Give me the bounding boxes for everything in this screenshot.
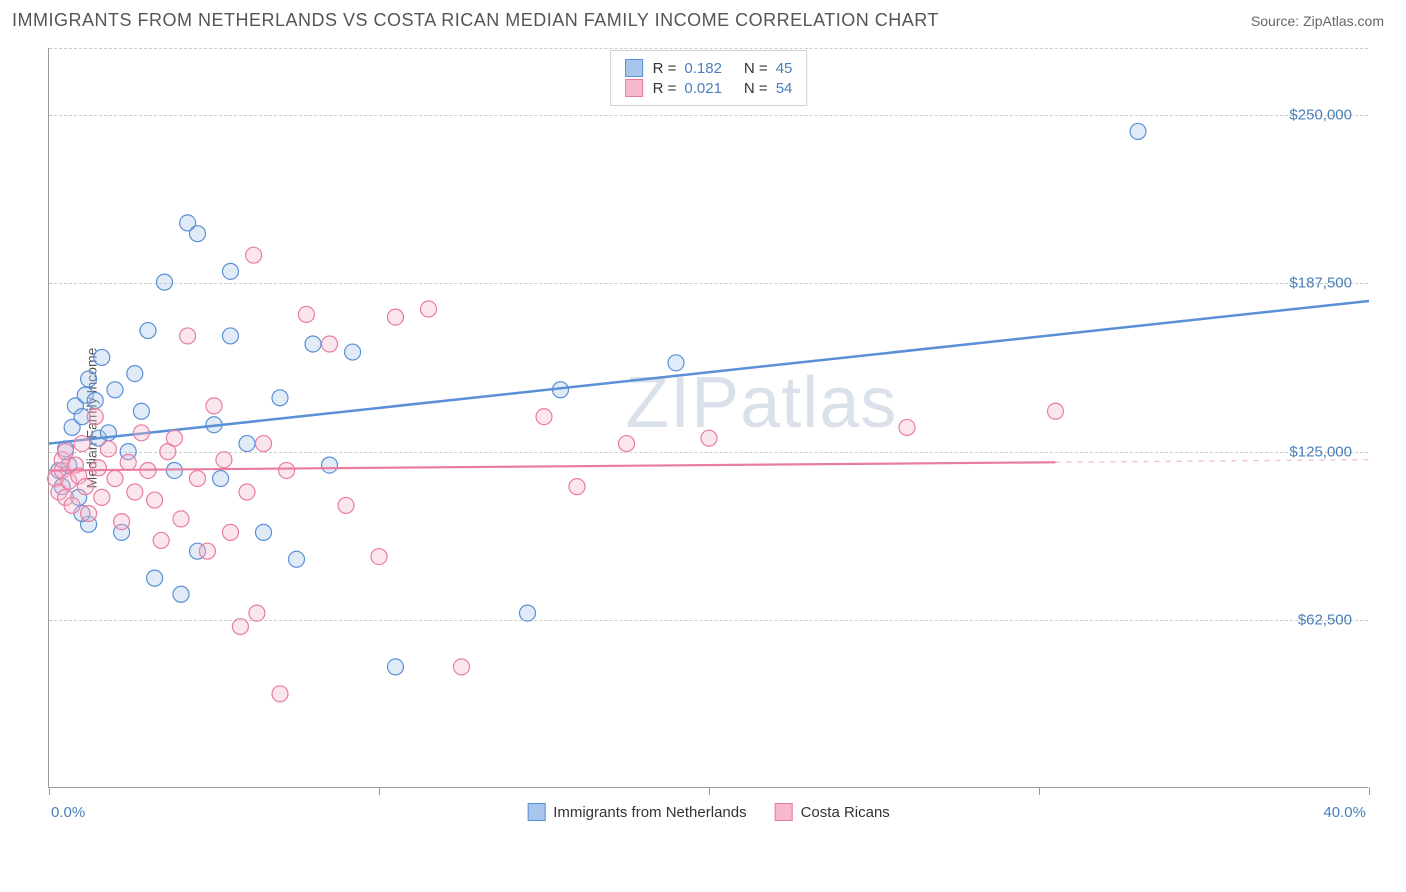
trend-line-extrapolated <box>1056 460 1370 463</box>
data-point <box>388 309 404 325</box>
legend-swatch <box>625 59 643 77</box>
data-point <box>1048 403 1064 419</box>
data-point <box>322 336 338 352</box>
data-point <box>94 349 110 365</box>
scatter-plot <box>49 48 1368 787</box>
correlation-legend: R = 0.182N = 45 R = 0.021N = 54 <box>610 50 808 106</box>
data-point <box>173 511 189 527</box>
data-point <box>114 514 130 530</box>
data-point <box>91 460 107 476</box>
data-point <box>133 425 149 441</box>
data-point <box>107 382 123 398</box>
legend-row: R = 0.182N = 45 <box>625 59 793 77</box>
x-tick <box>1369 787 1370 795</box>
data-point <box>173 586 189 602</box>
data-point <box>206 398 222 414</box>
data-point <box>305 336 321 352</box>
legend-item: Costa Ricans <box>775 803 890 821</box>
data-point <box>338 497 354 513</box>
data-point <box>536 409 552 425</box>
data-point <box>454 659 470 675</box>
source-label: Source: ZipAtlas.com <box>1251 13 1384 29</box>
data-point <box>213 471 229 487</box>
legend-item: Immigrants from Netherlands <box>527 803 746 821</box>
data-point <box>120 454 136 470</box>
data-point <box>133 403 149 419</box>
data-point <box>701 430 717 446</box>
data-point <box>127 366 143 382</box>
x-tick <box>709 787 710 795</box>
data-point <box>216 452 232 468</box>
data-point <box>249 605 265 621</box>
data-point <box>239 436 255 452</box>
data-point <box>272 390 288 406</box>
data-point <box>239 484 255 500</box>
data-point <box>147 570 163 586</box>
data-point <box>81 506 97 522</box>
x-axis-max-label: 40.0% <box>1323 804 1366 821</box>
data-point <box>100 441 116 457</box>
data-point <box>223 328 239 344</box>
scatter-chart: Median Family Income $62,500$125,000$187… <box>48 48 1388 828</box>
data-point <box>190 471 206 487</box>
legend-label: Costa Ricans <box>801 804 890 821</box>
data-point <box>279 462 295 478</box>
trend-line <box>49 301 1369 444</box>
data-point <box>223 524 239 540</box>
data-point <box>166 430 182 446</box>
series-legend: Immigrants from Netherlands Costa Ricans <box>527 803 890 821</box>
data-point <box>569 479 585 495</box>
x-tick <box>49 787 50 795</box>
data-point <box>147 492 163 508</box>
legend-swatch <box>625 79 643 97</box>
data-point <box>58 444 74 460</box>
data-point <box>388 659 404 675</box>
data-point <box>256 436 272 452</box>
data-point <box>256 524 272 540</box>
data-point <box>421 301 437 317</box>
data-point <box>180 328 196 344</box>
data-point <box>64 497 80 513</box>
data-point <box>899 419 915 435</box>
data-point <box>87 393 103 409</box>
x-tick <box>1039 787 1040 795</box>
data-point <box>371 549 387 565</box>
data-point <box>140 323 156 339</box>
data-point <box>322 457 338 473</box>
data-point <box>232 619 248 635</box>
data-point <box>345 344 361 360</box>
data-point <box>77 479 93 495</box>
data-point <box>223 263 239 279</box>
data-point <box>157 274 173 290</box>
data-point <box>87 409 103 425</box>
data-point <box>94 489 110 505</box>
legend-swatch <box>775 803 793 821</box>
data-point <box>668 355 684 371</box>
data-point <box>1130 123 1146 139</box>
data-point <box>190 226 206 242</box>
data-point <box>619 436 635 452</box>
data-point <box>199 543 215 559</box>
data-point <box>246 247 262 263</box>
data-point <box>81 371 97 387</box>
plot-area: Median Family Income $62,500$125,000$187… <box>48 48 1368 788</box>
legend-label: Immigrants from Netherlands <box>553 804 746 821</box>
legend-row: R = 0.021N = 54 <box>625 79 793 97</box>
trend-line <box>49 462 1056 470</box>
data-point <box>520 605 536 621</box>
x-tick <box>379 787 380 795</box>
data-point <box>107 471 123 487</box>
data-point <box>298 306 314 322</box>
x-axis-min-label: 0.0% <box>51 804 85 821</box>
chart-title: IMMIGRANTS FROM NETHERLANDS VS COSTA RIC… <box>12 10 939 31</box>
data-point <box>153 532 169 548</box>
data-point <box>127 484 143 500</box>
data-point <box>74 436 90 452</box>
data-point <box>289 551 305 567</box>
data-point <box>272 686 288 702</box>
legend-swatch <box>527 803 545 821</box>
